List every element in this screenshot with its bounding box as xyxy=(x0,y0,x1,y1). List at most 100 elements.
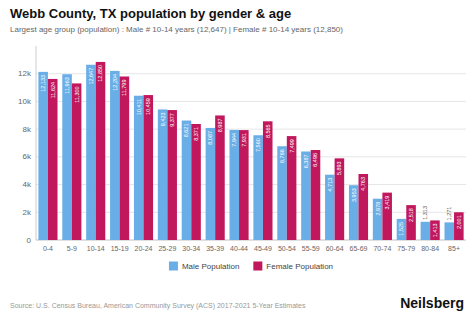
data-label: 8,565 xyxy=(265,124,271,138)
data-label: 10,411 xyxy=(136,99,142,115)
y-tick-label: 0 xyxy=(27,236,32,245)
bar xyxy=(301,151,311,240)
data-label: 11,624 xyxy=(50,82,56,98)
y-tick-label: 10k xyxy=(18,97,32,106)
legend-item: Male Population xyxy=(169,262,239,271)
data-label: 8,371 xyxy=(193,127,199,141)
legend-swatch xyxy=(169,262,178,271)
data-label: 2,518 xyxy=(408,208,414,222)
bar xyxy=(253,135,263,240)
title: Webb County, TX population by gender & a… xyxy=(10,6,291,21)
data-label: 2,978 xyxy=(375,202,381,216)
x-tick-label: 65-69 xyxy=(350,245,368,252)
x-tick-label: 80-84 xyxy=(421,245,439,252)
x-tick-label: 20-24 xyxy=(135,245,153,252)
bar xyxy=(430,220,440,240)
data-labels: 12,13311,96312,64712,20410,4119,4238,621… xyxy=(40,65,462,237)
bar xyxy=(373,199,383,240)
legend: Male Population Female Population xyxy=(169,262,333,271)
x-tick-label: 50-54 xyxy=(278,245,296,252)
x-tick-label: 10-14 xyxy=(87,245,105,252)
bar xyxy=(445,222,455,240)
bar xyxy=(311,150,321,240)
x-tick-label: 45-49 xyxy=(254,245,272,252)
bar xyxy=(72,83,82,240)
data-label: 3,953 xyxy=(351,188,357,202)
x-tick-label: 60-64 xyxy=(326,245,344,252)
subtitle: Largest age group (population) : Male # … xyxy=(10,25,343,34)
data-label: 9,423 xyxy=(160,112,166,126)
x-tick-label: 15-19 xyxy=(111,245,129,252)
bar xyxy=(110,71,120,240)
x-tick-label: 75-79 xyxy=(397,245,415,252)
legend-label: Male Population xyxy=(182,262,239,271)
bar xyxy=(335,158,345,240)
x-tick-label: 30-34 xyxy=(182,245,200,252)
x-tick-label: 40-44 xyxy=(230,245,248,252)
x-tick-label: 55-59 xyxy=(302,245,320,252)
data-label: 7,499 xyxy=(289,139,295,153)
data-label: 12,133 xyxy=(40,75,46,92)
data-label: 12,204 xyxy=(112,74,118,91)
legend-item: Female Population xyxy=(253,262,333,271)
bar xyxy=(406,205,416,240)
x-tick-label: 0-4 xyxy=(43,245,53,252)
x-tick-label: 35-39 xyxy=(206,245,224,252)
data-label: 1,271 xyxy=(446,207,452,221)
bar xyxy=(454,212,464,240)
x-tick-label: 85+ xyxy=(448,245,460,252)
bar xyxy=(120,76,130,240)
y-axis-line xyxy=(36,46,37,240)
bar xyxy=(96,62,106,240)
bar xyxy=(191,124,201,240)
data-label: 1,525 xyxy=(399,222,405,236)
bar xyxy=(215,115,225,240)
data-label: 4,763 xyxy=(360,177,366,191)
bar xyxy=(230,130,240,240)
data-label: 6,387 xyxy=(303,154,309,168)
y-tick-label: 2k xyxy=(23,208,32,217)
bar xyxy=(277,146,287,240)
legend-label: Female Population xyxy=(266,262,333,271)
background xyxy=(0,0,474,316)
y-tick-label: 12k xyxy=(18,69,32,78)
bar xyxy=(349,185,359,240)
bars xyxy=(38,62,463,240)
data-label: 5,893 xyxy=(336,161,342,175)
data-label: 7,944 xyxy=(231,133,237,147)
data-label: 4,713 xyxy=(327,178,333,192)
x-tick-label: 25-29 xyxy=(158,245,176,252)
bar xyxy=(38,72,48,240)
bar xyxy=(158,109,168,240)
data-label: 6,496 xyxy=(313,153,319,167)
y-tick-label: 8k xyxy=(23,125,32,134)
bar xyxy=(48,79,58,240)
data-label: 3,419 xyxy=(384,196,390,210)
data-label: 11,963 xyxy=(64,77,70,93)
bar xyxy=(62,74,72,240)
data-label: 10,459 xyxy=(145,98,151,115)
data-label: 7,560 xyxy=(255,138,261,152)
bar xyxy=(167,110,177,240)
bar xyxy=(182,121,192,240)
bar xyxy=(134,96,144,240)
data-label: 1,413 xyxy=(432,223,438,237)
chart: Webb County, TX population by gender & a… xyxy=(0,0,474,316)
bar xyxy=(86,65,96,240)
bar xyxy=(421,222,431,240)
data-label: 11,799 xyxy=(121,79,127,95)
legend-swatch xyxy=(253,262,262,271)
data-label: 8,621 xyxy=(184,124,190,138)
y-tick-label: 4k xyxy=(23,180,32,189)
x-tick-label: 70-74 xyxy=(373,245,391,252)
data-label: 1,313 xyxy=(422,206,428,220)
bar xyxy=(144,95,154,240)
brand: Neilsberg xyxy=(400,295,464,311)
data-label: 2,001 xyxy=(456,215,462,229)
x-tick-label: 5-9 xyxy=(67,245,77,252)
bar xyxy=(359,174,369,240)
data-label: 9,377 xyxy=(169,113,175,127)
bar xyxy=(239,130,249,240)
bar xyxy=(325,175,335,240)
data-label: 11,300 xyxy=(74,86,80,102)
